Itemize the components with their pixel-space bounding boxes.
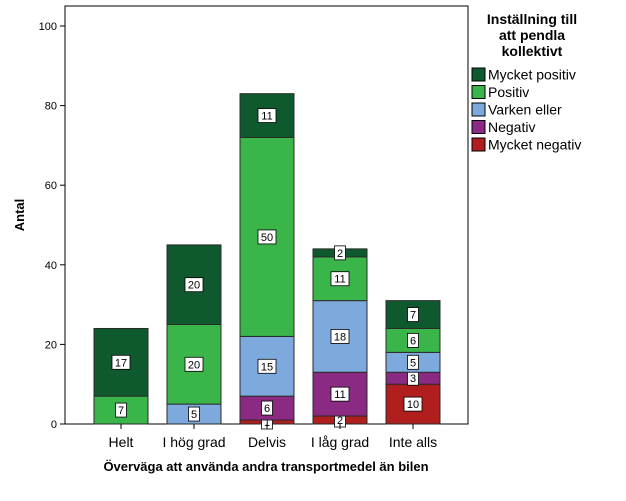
data-label: 20 [188,280,200,292]
y-tick-label: 0 [51,419,57,431]
data-label-box [407,307,419,322]
data-label-box [115,402,127,418]
data-label: 5 [410,357,416,369]
data-label: 2 [337,248,343,260]
data-label-box [257,108,277,123]
data-label: 11 [334,389,345,401]
y-tick-label: 20 [45,339,57,351]
data-label: 6 [410,335,416,347]
data-label: 10 [407,399,419,411]
data-label-box [257,358,277,374]
data-label: 5 [191,409,197,421]
data-label: 11 [334,274,345,286]
x-tick-label: I låg grad [311,434,369,450]
y-tick-label: 80 [45,101,57,113]
data-label: 15 [261,361,273,373]
y-tick-label: 100 [39,21,57,33]
bar-segment [385,300,441,329]
y-tick-label: 40 [45,260,57,272]
legend-swatch [471,120,486,134]
legend-title-line-2: att pendla [499,27,565,43]
data-label: 7 [410,310,416,322]
data-label-box [407,333,419,348]
x-axis-title: Överväga att använda andra transportmede… [103,459,428,474]
data-label: 11 [261,111,272,123]
legend-swatch [471,67,486,82]
data-label: 50 [261,232,273,244]
data-label-box [184,277,204,293]
data-label: 7 [118,405,124,417]
legend-title-line-1: Inställning till [487,11,577,27]
legend-label: Positiv [488,84,529,100]
data-label: 2 [337,415,343,427]
data-label: 17 [115,357,127,369]
x-tick-label: Helt [109,434,134,450]
data-label-box [330,386,350,402]
data-label: 3 [410,373,416,385]
legend-label: Varken eller [488,102,562,118]
data-label-box [184,356,204,372]
data-label-box [330,271,350,287]
data-label-box [403,396,423,412]
y-axis: 0 20 40 60 80 100 [39,21,65,431]
data-label-box [261,400,273,416]
data-label-box [330,329,350,344]
data-label-box [257,229,277,245]
data-label-box [407,354,419,370]
y-tick-label: 60 [45,180,57,192]
data-label: 18 [334,331,346,343]
legend-swatch [471,102,486,117]
legend-title-line-3: kollektivt [502,43,563,59]
x-tick-label: I hög grad [162,434,225,450]
legend-label: Mycket negativ [488,137,581,153]
legend-swatch [471,137,486,152]
legend-label: Mycket positiv [488,67,576,83]
data-label-box [111,354,131,370]
legend-swatch [471,85,486,99]
data-label-box [188,406,200,422]
x-tick-label: Delvis [248,434,286,450]
bars-group: 7 17 5 20 20 1 6 15 50 11 2 11 18 11 2 10 3 5 6 7 [93,93,441,430]
data-label: 6 [264,403,270,415]
data-label: 20 [188,359,200,371]
legend: Inställning till att pendla kollektivt M… [471,11,581,153]
data-label: 1 [264,417,270,429]
y-axis-title: Antal [12,199,27,232]
legend-label: Negativ [488,119,535,135]
x-axis: Helt I hög grad Delvis I låg grad Inte alls [109,424,437,450]
x-tick-label: Inte alls [389,434,437,450]
data-label-box [334,245,346,261]
